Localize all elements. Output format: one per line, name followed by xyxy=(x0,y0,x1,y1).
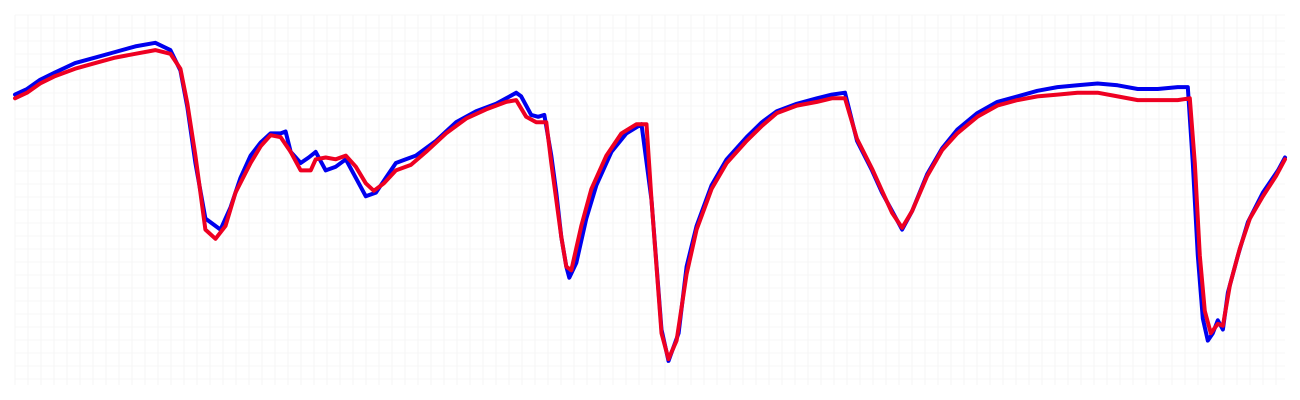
series-line-1 xyxy=(13,40,1287,363)
series-lines xyxy=(13,40,1287,363)
series-line-2 xyxy=(13,48,1287,362)
grid-lines xyxy=(14,14,1285,385)
